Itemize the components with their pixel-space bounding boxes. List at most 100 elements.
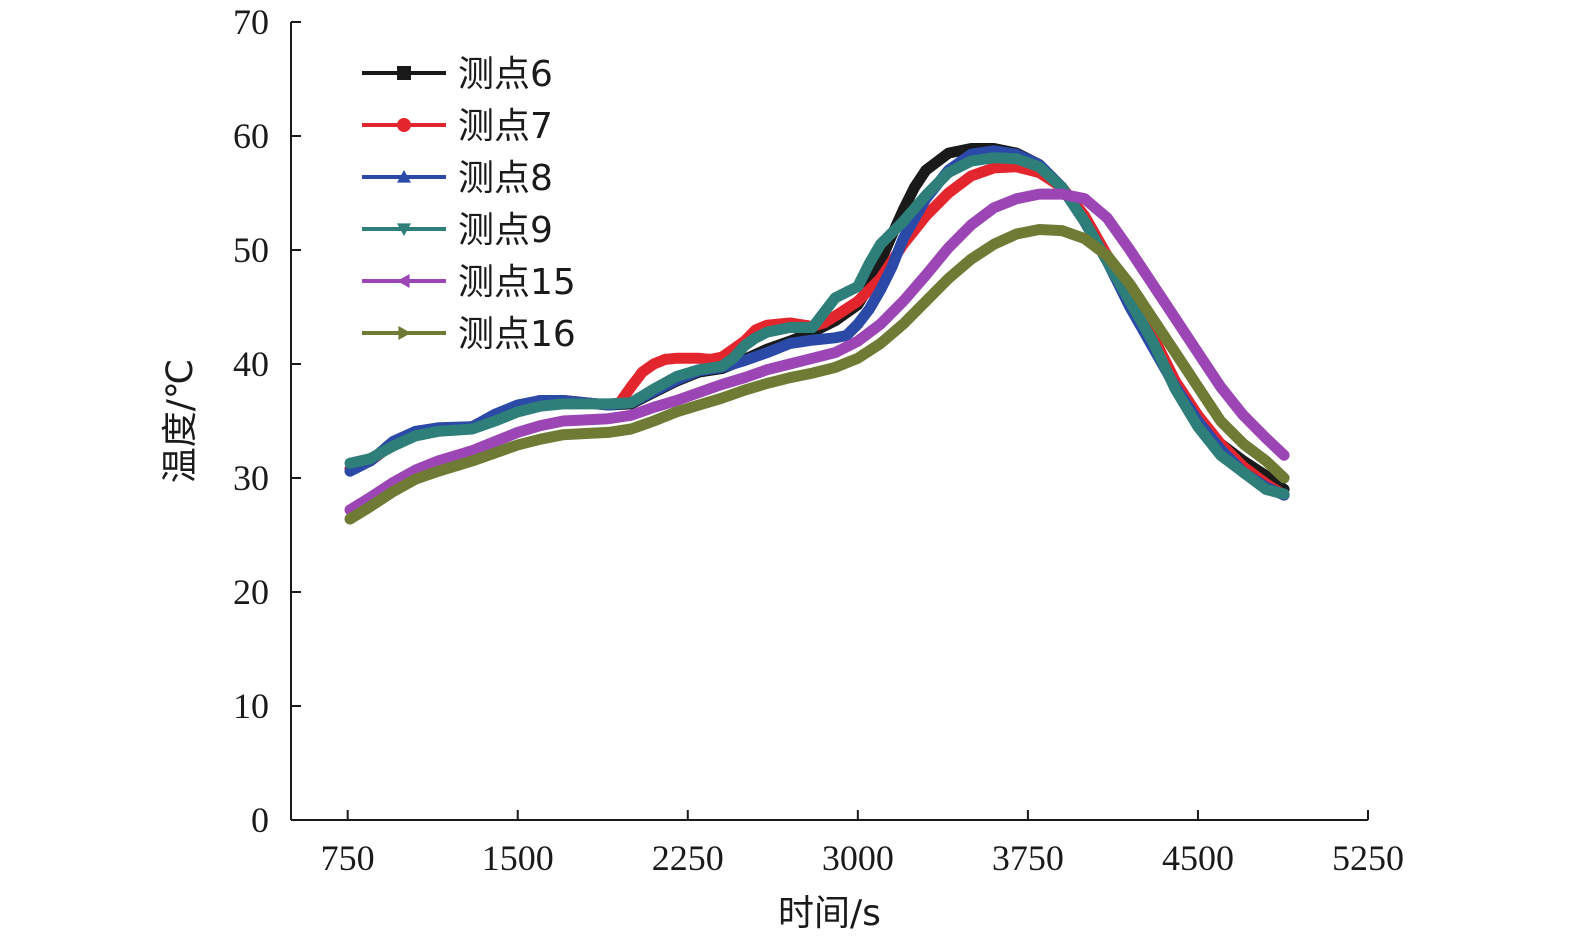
legend-label: 测点8 (458, 158, 553, 199)
data-point (1172, 348, 1180, 357)
data-point (853, 297, 862, 306)
data-point (945, 274, 953, 283)
data-point (763, 348, 772, 356)
data-point (1104, 251, 1112, 260)
data-point (785, 339, 794, 347)
data-point (944, 189, 953, 197)
data-point (944, 149, 953, 158)
data-point (469, 456, 477, 465)
data-point (876, 285, 885, 294)
data-point (740, 356, 749, 364)
data-point (899, 218, 908, 226)
data-point (831, 294, 840, 302)
data-point (695, 354, 704, 363)
data-point (831, 348, 839, 357)
legend-label: 测点16 (458, 314, 576, 355)
data-point (468, 425, 477, 433)
data-point (729, 355, 738, 363)
data-point (1012, 155, 1021, 163)
data-point (672, 373, 681, 381)
data-point (672, 354, 681, 363)
data-point (389, 442, 398, 451)
data-point (1194, 382, 1202, 391)
series-6 (344, 224, 1290, 525)
data-point (1261, 486, 1270, 494)
data-point (627, 424, 636, 433)
data-point (786, 373, 794, 382)
data-point (1081, 234, 1089, 243)
data-point (1035, 163, 1044, 171)
data-point (967, 220, 975, 229)
data-point (1193, 423, 1202, 431)
data-point (604, 400, 613, 408)
data-point (808, 336, 817, 344)
legend-marker (398, 326, 411, 340)
data-point (853, 337, 862, 346)
data-point (638, 367, 647, 376)
y-axis-title: 温度/℃ (160, 359, 201, 484)
ticks: 750 1500 2250 3000 3750 4500 5250 0 10 20 30 40 50 60… (233, 2, 1404, 878)
data-point (887, 263, 896, 271)
y-tick-label: 30 (233, 458, 269, 498)
data-point (673, 407, 681, 416)
data-point (1035, 190, 1043, 199)
x-tick-label: 1500 (482, 838, 554, 878)
data-point (989, 154, 998, 162)
data-point (1216, 452, 1225, 460)
data-point (1171, 385, 1180, 394)
data-point (649, 385, 658, 394)
data-point (412, 475, 420, 484)
data-point (661, 355, 670, 364)
x-tick-label: 3000 (822, 838, 894, 878)
data-point (537, 435, 545, 444)
legend-item: 测点7 (362, 106, 553, 147)
data-point (389, 487, 398, 496)
data-point (695, 366, 704, 374)
legend-marker (397, 274, 410, 288)
data-point (921, 271, 930, 280)
data-point (1126, 280, 1134, 289)
series-line (344, 224, 1290, 525)
data-point (1125, 298, 1134, 306)
data-point (605, 428, 613, 437)
data-point (899, 297, 907, 306)
data-point (695, 388, 703, 397)
legend-item: 测点15 (362, 262, 576, 303)
data-point (536, 402, 545, 411)
data-point (899, 206, 908, 215)
data-point (968, 255, 976, 264)
data-point (367, 502, 375, 511)
data-point (899, 320, 908, 329)
data-point (1012, 194, 1020, 203)
data-point (650, 417, 658, 425)
data-point (627, 399, 636, 407)
data-point (831, 312, 840, 321)
y-tick-label: 10 (233, 686, 269, 726)
legend-item: 测点16 (362, 314, 576, 355)
data-point (763, 328, 772, 337)
y-tick-label: 50 (233, 230, 269, 270)
legend-marker (397, 170, 411, 183)
data-point (536, 421, 544, 430)
data-point (411, 432, 420, 440)
data-point (910, 183, 919, 192)
data-point (718, 394, 726, 403)
data-point (1193, 348, 1202, 357)
data-point (559, 400, 568, 408)
data-point (491, 417, 500, 425)
data-point (854, 354, 862, 363)
data-point (672, 396, 680, 405)
y-tick-label: 40 (233, 344, 269, 384)
x-tick-label: 4500 (1162, 838, 1234, 878)
data-point (1080, 194, 1088, 203)
data-point (1080, 218, 1089, 226)
data-point (1149, 314, 1157, 323)
data-point (434, 428, 443, 436)
data-point (809, 369, 817, 378)
data-point (1171, 314, 1179, 323)
data-point (808, 324, 817, 332)
data-point (1057, 184, 1066, 192)
data-point (990, 240, 998, 249)
data-point (967, 171, 976, 180)
data-point (1280, 474, 1289, 482)
